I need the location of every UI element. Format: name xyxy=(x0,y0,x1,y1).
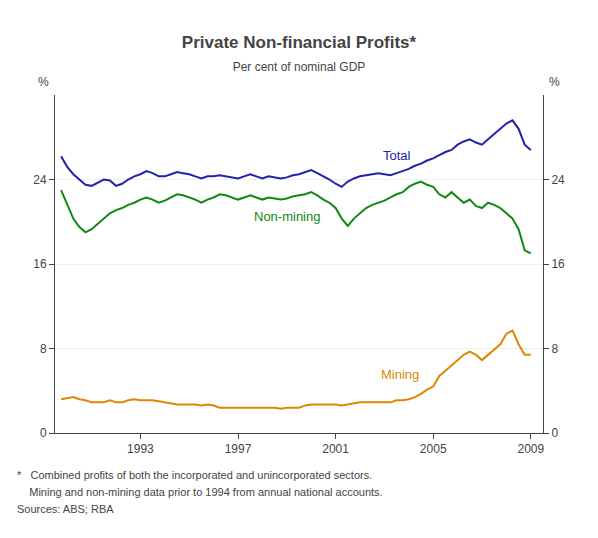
svg-text:1997: 1997 xyxy=(225,442,252,456)
svg-text:%: % xyxy=(549,75,560,89)
svg-text:2009: 2009 xyxy=(517,442,544,456)
svg-text:Total: Total xyxy=(383,148,411,163)
svg-text:16: 16 xyxy=(551,257,565,271)
svg-text:24: 24 xyxy=(551,173,565,187)
svg-text:16: 16 xyxy=(33,257,47,271)
svg-text:0: 0 xyxy=(40,426,47,440)
svg-text:Sources: ABS; RBA: Sources: ABS; RBA xyxy=(17,503,114,515)
svg-text:* Combined profits of both t: * Combined profits of both the incorpora… xyxy=(17,469,372,481)
svg-text:1993: 1993 xyxy=(127,442,154,456)
svg-text:24: 24 xyxy=(33,173,47,187)
svg-text:%: % xyxy=(38,75,49,89)
svg-text:8: 8 xyxy=(551,342,558,356)
svg-text:2001: 2001 xyxy=(322,442,349,456)
svg-text:2005: 2005 xyxy=(420,442,447,456)
svg-text:Non-mining: Non-mining xyxy=(254,209,320,224)
svg-text:Mining: Mining xyxy=(381,367,419,382)
svg-text:Private Non-financial Profits*: Private Non-financial Profits* xyxy=(182,33,417,52)
svg-text:0: 0 xyxy=(551,426,558,440)
svg-text:Mining and non-mining data pri: Mining and non-mining data prior to 1994… xyxy=(17,486,383,498)
svg-text:Per cent of nominal GDP: Per cent of nominal GDP xyxy=(233,60,366,74)
svg-text:8: 8 xyxy=(40,342,47,356)
